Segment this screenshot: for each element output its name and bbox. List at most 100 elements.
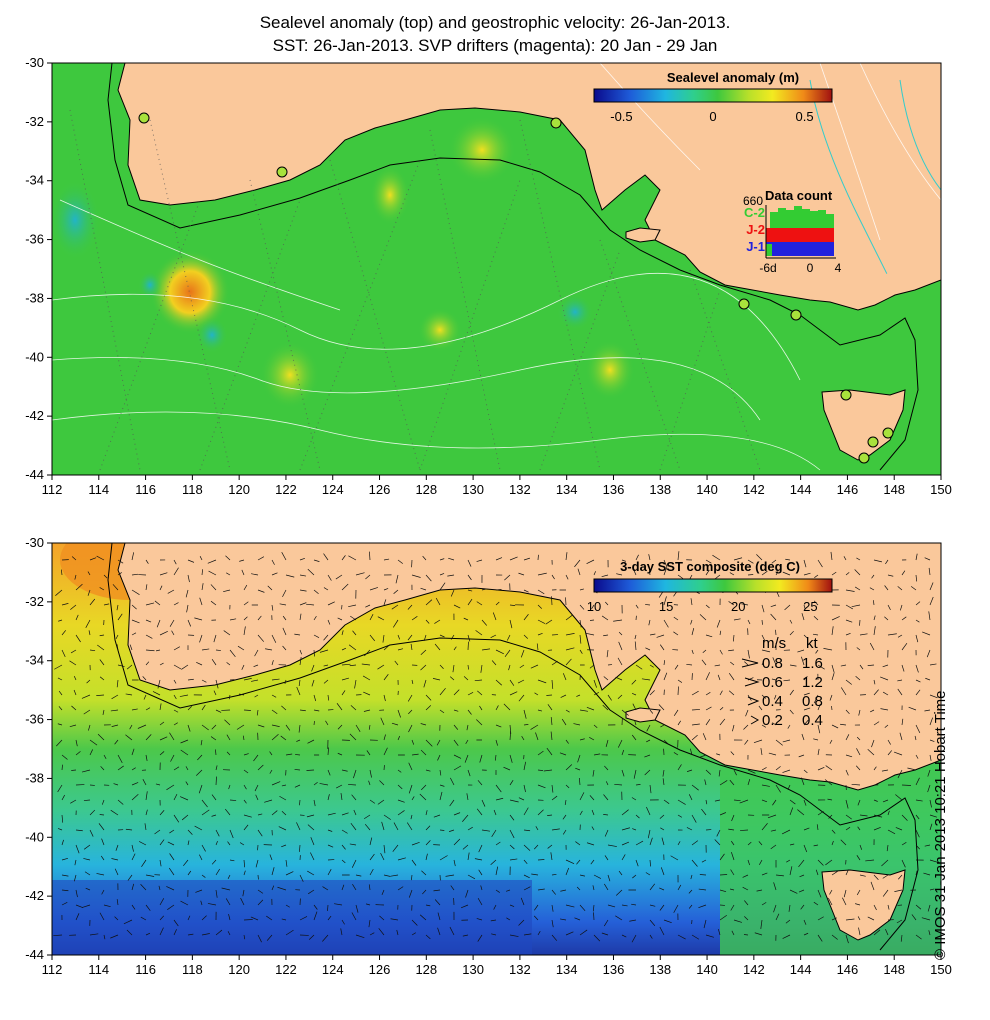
longitude-tick-label: 116: [135, 482, 156, 497]
longitude-tick-label: 134: [556, 962, 578, 977]
data-count-x-label: -6d: [759, 261, 776, 275]
sla-colorbar-scale: [593, 88, 833, 103]
sla-map-axes: 112 114 116 118 120 122 124 126 128 130 132 134 136 1…: [25, 55, 952, 497]
tide-gauge-marker[interactable]: [840, 389, 852, 401]
latitude-tick-label: -36: [25, 232, 44, 247]
altimeter-tracks: [69, 109, 761, 471]
longitude-tick-label: 116: [135, 962, 156, 977]
longitude-tick-label: 120: [228, 962, 250, 977]
longitude-tick-label: 146: [837, 962, 859, 977]
longitude-tick-label: 132: [509, 962, 531, 977]
longitude-tick-label: 118: [182, 962, 203, 977]
longitude-tick-label: 136: [603, 482, 625, 497]
sla-high-anomaly: [585, 340, 635, 400]
longitude-tick-label: 136: [603, 962, 625, 977]
longitude-tick-label: 138: [649, 482, 671, 497]
sla-colorbar-title: Sealevel anomaly (m): [667, 70, 799, 85]
longitude-tick-label: 146: [837, 482, 859, 497]
velocity-key-kt: 0.4: [802, 712, 823, 729]
tide-gauge-marker[interactable]: [867, 436, 879, 448]
longitude-tick-label: 140: [696, 482, 718, 497]
longitude-tick-label: 150: [930, 962, 952, 977]
latitude-tick-label: -36: [25, 712, 44, 727]
velocity-key-ms: 0.2: [762, 712, 783, 729]
colorbar-tick-label: 0.5: [795, 109, 813, 124]
shelf-break-contour-sst: [107, 543, 919, 951]
data-count-bars: [765, 205, 836, 259]
velocity-key-kt: 1.2: [802, 674, 823, 691]
figure-title-line2: SST: 26-Jan-2013. SVP drifters (magenta)…: [272, 36, 718, 55]
sla-map-panel: [52, 63, 941, 475]
latitude-tick-label: -32: [25, 114, 44, 129]
land-kangaroo-island: [625, 227, 661, 243]
latitude-tick-label: -38: [25, 770, 44, 785]
data-count-max-label: 660: [743, 194, 763, 208]
longitude-tick-label: 122: [275, 482, 297, 497]
velocity-key-header-kt: kt: [806, 635, 819, 652]
tide-gauge-marker[interactable]: [882, 427, 894, 439]
latitude-tick-label: -40: [25, 829, 44, 844]
latitude-tick-label: -42: [25, 888, 44, 903]
latitude-tick-label: -38: [25, 290, 44, 305]
longitude-tick-label: 148: [883, 482, 905, 497]
sla-low-anomaly: [196, 317, 228, 353]
velocity-key-ms: 0.4: [762, 693, 783, 710]
longitude-tick-label: 126: [369, 962, 391, 977]
sla-high-anomaly: [448, 116, 516, 184]
velocity-key-arrow: [744, 677, 760, 687]
longitude-tick-label: 124: [322, 962, 344, 977]
satellite-label: J-2: [746, 222, 765, 237]
longitude-tick-label: 142: [743, 482, 765, 497]
latitude-tick-label: -42: [25, 408, 44, 423]
latitude-tick-label: -32: [25, 594, 44, 609]
geostrophic-velocity-arrows: [53, 551, 939, 944]
colorbar-tick-label: 20: [731, 599, 745, 614]
land-tasmania-sst: [821, 869, 906, 941]
sst-map-axes: 112 114 116 118 120 122 124 126 128 130 132 134 136 1…: [25, 535, 952, 977]
velocity-key-arrow: [750, 715, 760, 725]
longitude-tick-label: 138: [649, 962, 671, 977]
longitude-tick-label: 148: [883, 962, 905, 977]
sst-colorbar-title: 3-day SST composite (deg C): [620, 559, 800, 574]
latitude-tick-label: -30: [25, 55, 44, 70]
latitude-tick-label: -34: [25, 173, 44, 188]
longitude-tick-label: 114: [88, 962, 109, 977]
land-australia: [52, 63, 941, 311]
tide-gauge-marker[interactable]: [858, 452, 870, 464]
latitude-tick-label: -40: [25, 349, 44, 364]
longitude-tick-label: 140: [696, 962, 718, 977]
velocity-key-ms: 0.8: [762, 655, 783, 672]
velocity-key-kt: 0.8: [802, 693, 823, 710]
data-count-x-label: 0: [807, 261, 814, 275]
latitude-tick-label: -44: [25, 467, 44, 482]
latitude-tick-label: -34: [25, 653, 44, 668]
colorbar-tick-label: 0: [709, 109, 716, 124]
land-kangaroo-island-sst: [625, 707, 661, 723]
longitude-tick-label: 142: [743, 962, 765, 977]
tide-gauges: [138, 112, 894, 464]
tide-gauge-marker[interactable]: [790, 309, 802, 321]
latitude-tick-label: -44: [25, 947, 44, 962]
sla-contours: [52, 63, 941, 471]
sla-contours-cyan: [809, 79, 941, 274]
tide-gauge-marker[interactable]: [138, 112, 150, 124]
longitude-tick-label: 122: [275, 962, 297, 977]
figure-title-line1: Sealevel anomaly (top) and geostrophic v…: [259, 13, 731, 32]
sla-colorbar: Sealevel anomaly (m) -0.5 0 0.5: [593, 70, 833, 124]
land-tasmania: [821, 389, 906, 461]
tide-gauge-marker[interactable]: [738, 298, 750, 310]
velocity-key-arrow: [741, 658, 759, 668]
velocity-key: m/s kt 0.8 1.6 0.6 1.2 0.4 0.8 0.2 0.4: [741, 635, 823, 729]
longitude-tick-label: 112: [42, 962, 63, 977]
sst-map-frame: [51, 542, 942, 956]
satellite-label: J-1: [746, 239, 765, 254]
tide-gauge-marker[interactable]: [276, 166, 288, 178]
colorbar-tick-label: 25: [803, 599, 817, 614]
longitude-tick-label: 128: [415, 482, 437, 497]
satellite-label: C-2: [744, 205, 765, 220]
sla-low-anomaly: [52, 180, 100, 260]
tide-gauge-marker[interactable]: [550, 117, 562, 129]
longitude-tick-label: 130: [462, 482, 484, 497]
velocity-key-ms: 0.6: [762, 674, 783, 691]
